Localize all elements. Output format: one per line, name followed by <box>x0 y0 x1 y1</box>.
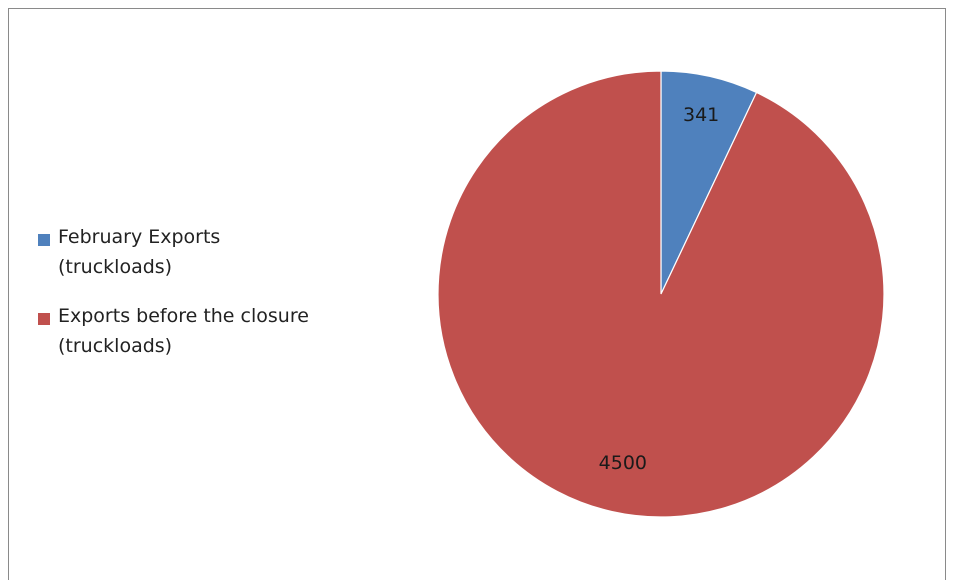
pie-slices <box>437 70 885 518</box>
data-label-february-exports: 341 <box>683 104 719 126</box>
pie-slice-exports-before-closure <box>437 70 885 518</box>
legend-item-february-exports: February Exports (truckloads) <box>38 226 378 282</box>
legend-swatch-exports-before-closure <box>38 313 50 325</box>
chart-legend: February Exports (truckloads) Exports be… <box>38 226 378 387</box>
legend-swatch-february-exports <box>38 234 50 246</box>
pie-data-labels: 341 4500 <box>599 104 720 474</box>
legend-label-line: (truckloads) <box>58 256 173 278</box>
legend-label-february-exports: February Exports (truckloads) <box>58 222 220 282</box>
legend-label-exports-before-closure: Exports before the closure (truckloads) <box>58 301 309 361</box>
legend-label-line: (truckloads) <box>58 335 173 357</box>
legend-label-line: Exports before the closure <box>58 305 309 327</box>
data-label-exports-before-closure: 4500 <box>599 452 647 474</box>
legend-label-line: February Exports <box>58 226 221 248</box>
legend-item-exports-before-closure: Exports before the closure (truckloads) <box>38 305 378 361</box>
